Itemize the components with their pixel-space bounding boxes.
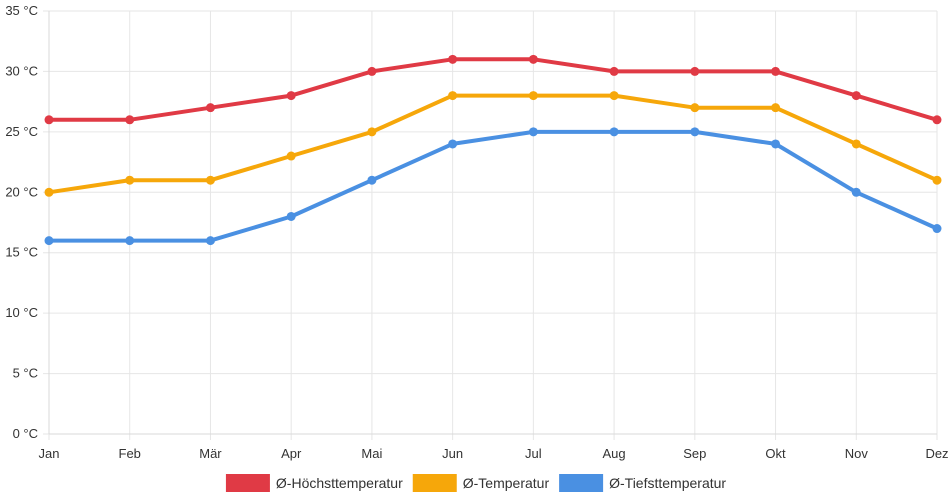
x-tick-label: Mär (199, 446, 222, 461)
x-tick-label: Mai (361, 446, 382, 461)
grid (43, 10, 938, 440)
data-point[interactable] (528, 91, 538, 101)
legend-label: Ø-Temperatur (463, 475, 550, 491)
y-tick-label: 15 °C (5, 245, 38, 260)
y-tick-label: 5 °C (13, 366, 38, 381)
series-lines (47, 57, 939, 243)
x-tick-label: Okt (765, 446, 786, 461)
data-point[interactable] (205, 103, 215, 113)
legend-swatch (412, 474, 457, 492)
x-tick-label: Apr (281, 446, 302, 461)
y-tick-label: 35 °C (5, 3, 38, 18)
data-point[interactable] (44, 187, 54, 197)
data-point[interactable] (448, 54, 458, 64)
data-point[interactable] (690, 66, 700, 76)
data-point[interactable] (286, 151, 296, 161)
data-point[interactable] (932, 115, 942, 125)
data-point[interactable] (286, 211, 296, 221)
legend-label: Ø-Höchsttemperatur (276, 475, 403, 491)
data-point[interactable] (690, 127, 700, 137)
data-point[interactable] (286, 91, 296, 101)
data-point[interactable] (851, 139, 861, 149)
data-point[interactable] (851, 187, 861, 197)
x-tick-label: Feb (119, 446, 141, 461)
data-point[interactable] (528, 127, 538, 137)
legend-swatch (559, 474, 604, 492)
data-point[interactable] (609, 127, 619, 137)
y-tick-label: 0 °C (13, 426, 38, 441)
data-point[interactable] (448, 91, 458, 101)
data-point[interactable] (771, 139, 781, 149)
x-tick-label: Jun (442, 446, 463, 461)
data-point[interactable] (367, 127, 377, 137)
data-point[interactable] (125, 175, 135, 185)
data-point[interactable] (771, 66, 781, 76)
x-tick-label: Nov (845, 446, 869, 461)
data-point[interactable] (125, 115, 135, 125)
data-point[interactable] (609, 91, 619, 101)
series-line-2 (47, 129, 939, 243)
data-point[interactable] (44, 236, 54, 246)
y-tick-label: 30 °C (5, 63, 38, 78)
legend-label: Ø-Tiefsttemperatur (609, 475, 726, 491)
legend[interactable]: Ø-Höchsttemperatur Ø-Temperatur Ø-Tiefstte… (225, 474, 726, 492)
data-point[interactable] (125, 236, 135, 246)
data-point[interactable] (771, 103, 781, 113)
data-point[interactable] (528, 54, 538, 64)
x-tick-label: Jan (39, 446, 60, 461)
data-point[interactable] (448, 139, 458, 149)
legend-item-0[interactable]: Ø-Höchsttemperatur (225, 474, 403, 492)
legend-swatch (225, 474, 270, 492)
data-point[interactable] (367, 66, 377, 76)
data-point[interactable] (932, 175, 942, 185)
data-point[interactable] (690, 103, 700, 113)
series-points (44, 54, 942, 246)
x-tick-label: Dez (925, 446, 948, 461)
x-tick-label: Jul (525, 446, 542, 461)
data-point[interactable] (44, 115, 54, 125)
data-point[interactable] (205, 175, 215, 185)
data-point[interactable] (851, 91, 861, 101)
series-line-1 (47, 93, 939, 195)
data-point[interactable] (367, 175, 377, 185)
data-point[interactable] (205, 236, 215, 246)
legend-item-1[interactable]: Ø-Temperatur (412, 474, 550, 492)
data-point[interactable] (609, 66, 619, 76)
y-tick-label: 20 °C (5, 184, 38, 199)
data-point[interactable] (932, 224, 942, 234)
series-line-0 (47, 57, 939, 122)
y-tick-label: 10 °C (5, 305, 38, 320)
axes: 0 °C 5 °C 10 °C 15 °C 20 °C 25 °C 30 °C 35 °C Ja… (5, 3, 948, 461)
y-tick-label: 25 °C (5, 124, 38, 139)
x-tick-label: Sep (683, 446, 706, 461)
legend-item-2[interactable]: Ø-Tiefsttemperatur (559, 474, 726, 492)
x-tick-label: Aug (603, 446, 626, 461)
